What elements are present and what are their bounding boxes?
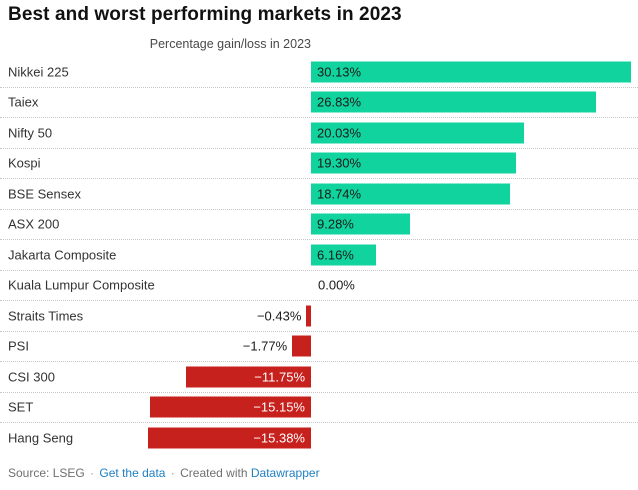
chart-row: BSE Sensex 18.74%	[0, 179, 638, 210]
value-label: 19.30%	[317, 155, 362, 171]
value-label: 20.03%	[317, 125, 362, 141]
category-label: Kospi	[8, 155, 41, 171]
negative-bar	[306, 305, 311, 327]
category-label: BSE Sensex	[8, 186, 81, 202]
category-label: Straits Times	[8, 308, 84, 324]
chart-subtitle: Percentage gain/loss in 2023	[149, 37, 311, 51]
chart-row: Kuala Lumpur Composite 0.00%	[0, 271, 638, 301]
value-label: 0.00%	[318, 277, 355, 293]
chart-row: CSI 300 −11.75%	[0, 362, 638, 393]
category-label: SET	[8, 399, 34, 415]
chart-row: Nifty 50 20.03%	[0, 118, 638, 149]
negative-bar	[147, 427, 311, 449]
negative-bar	[292, 335, 311, 357]
datawrapper-link[interactable]: Datawrapper	[250, 466, 320, 480]
chart-row: PSI −1.77%	[0, 332, 638, 362]
chart-row: Hang Seng −15.38%	[0, 423, 638, 454]
value-label: −15.15%	[253, 399, 305, 415]
chart-title: Best and worst performing markets in 202…	[8, 4, 402, 25]
positive-bar	[311, 183, 510, 205]
category-label: PSI	[8, 338, 29, 354]
bar-chart: Nikkei 225 30.13% Taiex 26.83% Nifty 50 20.03…	[0, 57, 638, 454]
category-label: Nifty 50	[8, 125, 53, 141]
created-with-text: Created with	[180, 466, 248, 480]
value-label: −11.75%	[254, 369, 305, 385]
value-label: 26.83%	[317, 94, 362, 110]
value-label: −1.77%	[242, 338, 288, 354]
value-label: 18.74%	[317, 186, 362, 202]
category-label: Taiex	[8, 94, 39, 110]
footer-separator: ·	[170, 466, 175, 480]
value-label: −15.38%	[253, 430, 305, 446]
positive-bar	[311, 61, 631, 83]
category-label: Kuala Lumpur Composite	[8, 277, 155, 293]
positive-bar	[311, 244, 377, 266]
category-label: Nikkei 225	[8, 64, 69, 80]
category-label: Jakarta Composite	[8, 247, 117, 263]
negative-bar	[186, 366, 311, 388]
positive-bar	[311, 152, 516, 174]
chart-row: Nikkei 225 30.13%	[0, 57, 638, 88]
chart-row: Straits Times −0.43%	[0, 301, 638, 332]
value-label: 30.13%	[317, 64, 362, 80]
chart-row: SET −15.15%	[0, 393, 638, 423]
category-label: ASX 200	[8, 216, 60, 232]
chart-row: ASX 200 9.28%	[0, 210, 638, 240]
chart-footer: Source: LSEG · Get the data · Created wi…	[8, 466, 320, 480]
positive-bar	[311, 213, 410, 235]
source-text: Source: LSEG	[8, 466, 85, 480]
negative-bar	[150, 396, 311, 418]
positive-bar	[311, 91, 596, 113]
footer-separator: ·	[90, 466, 95, 480]
chart-row: Kospi 19.30%	[0, 149, 638, 179]
chart-row: Taiex 26.83%	[0, 88, 638, 118]
value-label: −0.43%	[256, 308, 302, 324]
value-label: 9.28%	[317, 216, 354, 232]
get-data-link[interactable]: Get the data	[99, 466, 166, 480]
positive-bar	[311, 122, 524, 144]
value-label: 6.16%	[317, 247, 354, 263]
category-label: CSI 300	[8, 369, 55, 385]
category-label: Hang Seng	[8, 430, 74, 446]
chart-row: Jakarta Composite 6.16%	[0, 240, 638, 271]
